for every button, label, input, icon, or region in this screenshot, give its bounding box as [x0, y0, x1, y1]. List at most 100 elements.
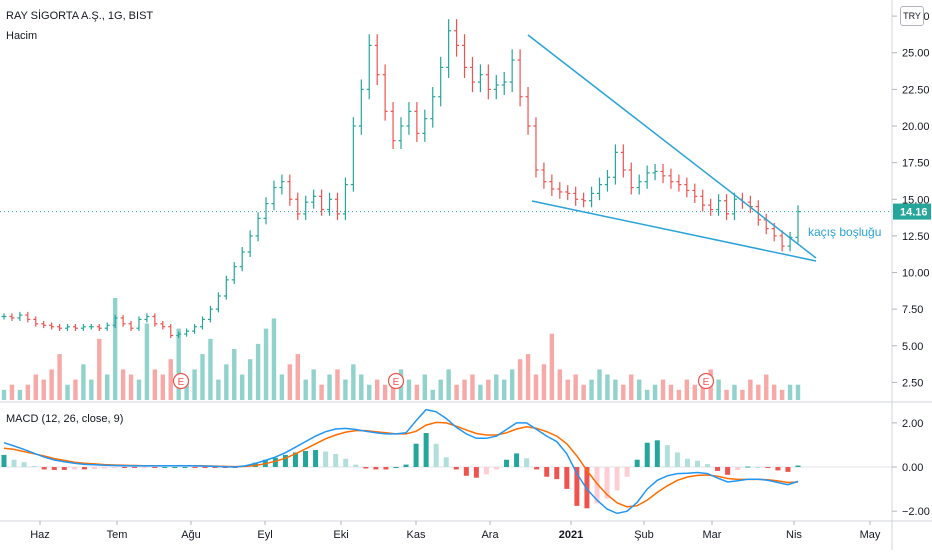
- price-bar: [287, 174, 293, 206]
- price-bar: [358, 79, 364, 135]
- currency-button[interactable]: TRY: [900, 6, 924, 26]
- volume-bar: [470, 374, 475, 400]
- macd-histogram-bar: [142, 467, 148, 469]
- price-bar: [485, 64, 491, 100]
- price-bar: [620, 144, 626, 178]
- macd-axis-label: 0.00: [902, 462, 923, 474]
- volume-bar: [724, 389, 729, 400]
- price-bar: [215, 292, 221, 313]
- time-axis-label: Nis: [786, 529, 802, 541]
- macd-histogram-bar: [91, 467, 97, 469]
- volume-bar: [605, 374, 610, 400]
- volume-bar: [502, 379, 507, 400]
- symbol-legend[interactable]: RAY SİGORTA A.Ş., 1G, BIST: [6, 10, 154, 22]
- volume-bar: [295, 354, 300, 400]
- macd-histogram-bar: [785, 467, 791, 472]
- price-bar: [557, 182, 563, 199]
- volume-bar: [105, 374, 110, 400]
- macd-histogram-bar: [192, 467, 198, 469]
- macd-histogram-bar: [584, 467, 590, 509]
- macd-histogram-bar: [544, 467, 550, 477]
- volume-bar: [430, 389, 435, 400]
- volume-bar: [454, 384, 459, 400]
- macd-histogram-bar: [51, 467, 57, 470]
- price-bar: [72, 323, 78, 331]
- earnings-marker-label: E: [393, 377, 400, 388]
- price-bar: [469, 56, 475, 93]
- volume-bar: [271, 318, 277, 400]
- macd-histogram-bar: [664, 445, 670, 468]
- macd-histogram-bar: [11, 459, 17, 468]
- price-bar: [136, 316, 142, 331]
- macd-histogram-bar: [71, 467, 77, 470]
- price-bar: [549, 174, 555, 196]
- volume-bar: [240, 374, 245, 400]
- volume-legend[interactable]: Hacim: [6, 30, 38, 42]
- price-bar: [612, 144, 618, 185]
- volume-bar: [660, 379, 666, 400]
- volume-bar: [764, 374, 769, 400]
- macd-histogram-bar: [292, 452, 298, 468]
- volume-bar: [168, 359, 173, 400]
- macd-histogram-bar: [112, 467, 118, 469]
- time-axis-label: Şub: [634, 529, 654, 541]
- volume-bar: [438, 379, 443, 400]
- price-bar: [17, 311, 23, 321]
- price-bar: [65, 323, 71, 331]
- price-bar: [589, 186, 595, 208]
- volume-bar: [629, 374, 634, 400]
- volume-bar: [247, 359, 253, 400]
- earnings-marker-circle: [172, 372, 190, 390]
- price-bar: [200, 316, 205, 330]
- macd-histogram-bar: [473, 467, 479, 478]
- volume-bar: [597, 369, 602, 400]
- price-bar: [33, 316, 39, 327]
- price-bar: [700, 189, 706, 212]
- volume-bar: [81, 364, 86, 400]
- price-bar: [327, 192, 333, 216]
- macd-histogram-bar: [504, 459, 510, 468]
- price-bar: [716, 194, 722, 216]
- volume-bar: [303, 379, 308, 400]
- time-axis-label: May: [860, 529, 881, 541]
- volume-bar: [128, 374, 134, 400]
- volume-bar: [65, 384, 70, 400]
- macd-histogram-bar: [383, 467, 389, 470]
- volume-bar: [49, 369, 54, 400]
- volume-bar: [779, 389, 785, 400]
- macd-histogram-bar: [795, 465, 801, 468]
- price-bar: [96, 323, 102, 331]
- price-bar: [239, 247, 245, 272]
- macd-legend[interactable]: MACD (12, 26, close, 9): [6, 413, 124, 425]
- price-bar: [271, 180, 277, 211]
- volume-bar: [549, 333, 555, 400]
- macd-axis-label: 2.00: [902, 418, 923, 430]
- volume-bar: [644, 389, 650, 400]
- volume-bar: [224, 364, 229, 400]
- volume-bar: [17, 389, 23, 400]
- price-bar: [350, 117, 356, 192]
- price-bar: [152, 313, 158, 327]
- volume-bar: [795, 384, 801, 400]
- volume-bar: [382, 384, 388, 400]
- last-price-badge: [893, 203, 931, 220]
- macd-histogram-bar: [624, 467, 630, 477]
- price-bar: [422, 109, 428, 142]
- price-bar: [390, 102, 396, 150]
- volume-bar: [732, 384, 737, 400]
- volume-bar: [621, 384, 626, 400]
- price-bar: [144, 313, 150, 323]
- price-axis-label: 5.00: [902, 341, 923, 353]
- macd-histogram-bar: [564, 467, 570, 489]
- volume-bar: [287, 364, 293, 400]
- volume-bar: [557, 369, 562, 400]
- price-bar: [398, 117, 404, 150]
- price-axis-label: 15.00: [902, 194, 930, 206]
- macd-histogram-bar: [443, 457, 449, 468]
- macd-histogram-bar: [725, 467, 731, 475]
- volume-bar: [327, 374, 332, 400]
- volume-bar: [33, 374, 38, 400]
- volume-bar: [152, 369, 158, 400]
- volume-bar: [200, 354, 205, 400]
